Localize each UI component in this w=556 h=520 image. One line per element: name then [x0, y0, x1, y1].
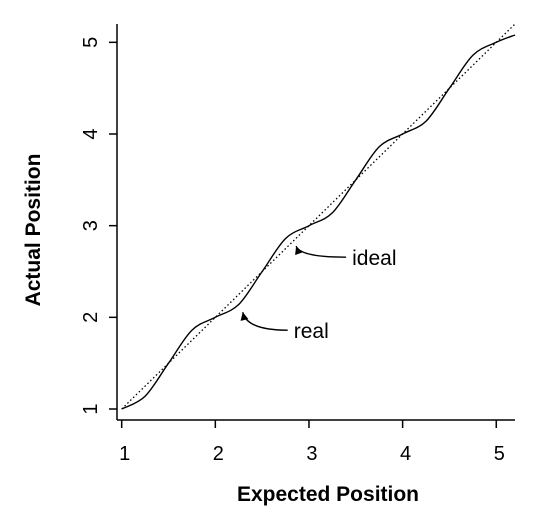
annotation-label-real: real	[294, 320, 329, 343]
y-tick-label: 4	[80, 128, 102, 139]
y-tick-label: 5	[80, 37, 102, 48]
annotations: ideal real	[240, 245, 396, 343]
annotation-ideal: ideal	[295, 245, 396, 270]
annotation-label-ideal: ideal	[352, 247, 396, 270]
annotation-arrowhead-real	[240, 312, 249, 321]
x-tick-label: 2	[213, 443, 224, 465]
x-tick-label: 4	[400, 443, 411, 465]
series-layer	[121, 23, 516, 410]
annotation-leader-ideal	[295, 245, 347, 258]
annotation-real: real	[240, 311, 329, 343]
y-tick-label: 1	[80, 403, 102, 414]
x-axis-title: Expected Position	[237, 483, 419, 506]
x-ticks: 1 2 3 4 5	[119, 420, 505, 465]
series-line-real	[121, 34, 516, 410]
y-tick-label: 3	[80, 220, 102, 231]
y-tick-label: 2	[80, 312, 102, 323]
y-axis-title: Actual Position	[22, 154, 45, 307]
annotation-arrowhead-ideal	[295, 246, 303, 256]
series-line-ideal	[121, 23, 516, 410]
x-tick-label: 5	[494, 443, 505, 465]
axes	[116, 24, 515, 421]
x-tick-label: 1	[119, 443, 130, 465]
x-tick-label: 3	[306, 443, 317, 465]
annotation-leader-real	[242, 311, 288, 331]
y-ticks: 1 2 3 4 5	[80, 37, 117, 415]
